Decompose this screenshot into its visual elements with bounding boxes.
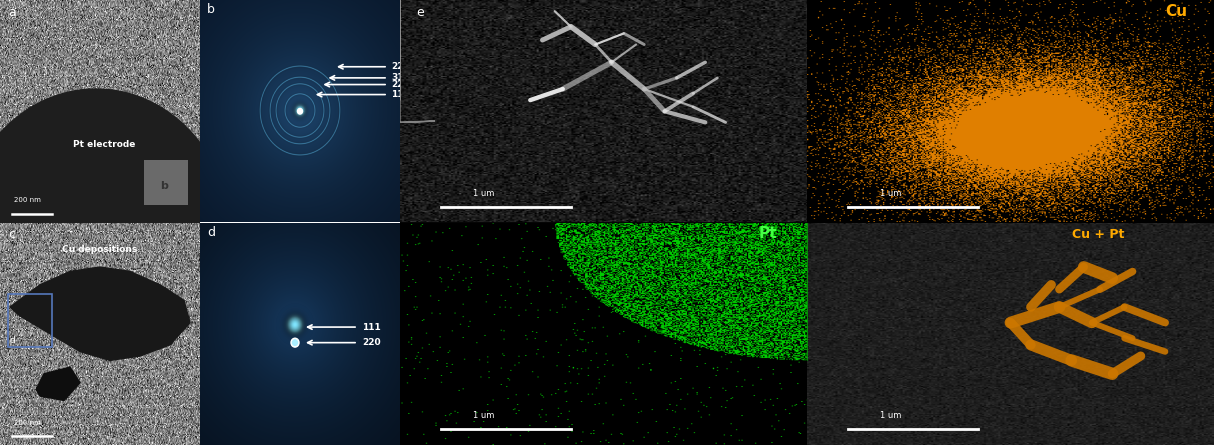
Text: 1 um: 1 um [880,411,902,420]
Text: 1 um: 1 um [880,189,902,198]
Bar [144,160,188,205]
Polygon shape [176,0,435,122]
Polygon shape [555,85,807,360]
Circle shape [297,109,302,114]
Text: 222: 222 [391,62,410,71]
Text: c: c [8,228,15,241]
Text: Pt electrode: Pt electrode [73,140,135,149]
Text: Cu depositions: Cu depositions [62,245,137,254]
Text: 220: 220 [391,80,409,89]
Text: Cu + Pt: Cu + Pt [1072,228,1124,241]
Text: b: b [160,181,168,191]
Polygon shape [10,267,191,360]
Text: 111: 111 [391,90,410,99]
Text: 1 um: 1 um [473,411,494,420]
Circle shape [291,338,299,347]
Polygon shape [217,0,399,100]
Text: Cu: Cu [1165,4,1187,19]
Text: b: b [208,4,215,16]
Text: 111: 111 [362,323,381,332]
Text: 200 nm: 200 nm [15,420,41,426]
Text: a: a [8,6,16,19]
Text: 311: 311 [391,73,410,82]
Circle shape [293,340,297,345]
Polygon shape [36,367,80,400]
Polygon shape [0,89,232,392]
Text: 220: 220 [362,338,381,347]
Text: 200 nm: 200 nm [15,198,41,203]
Text: d: d [10,336,16,344]
Text: Pt: Pt [759,226,777,241]
Text: d: d [208,226,215,239]
Text: e: e [416,6,424,19]
Text: 1 um: 1 um [473,189,494,198]
Bar [8,294,52,347]
